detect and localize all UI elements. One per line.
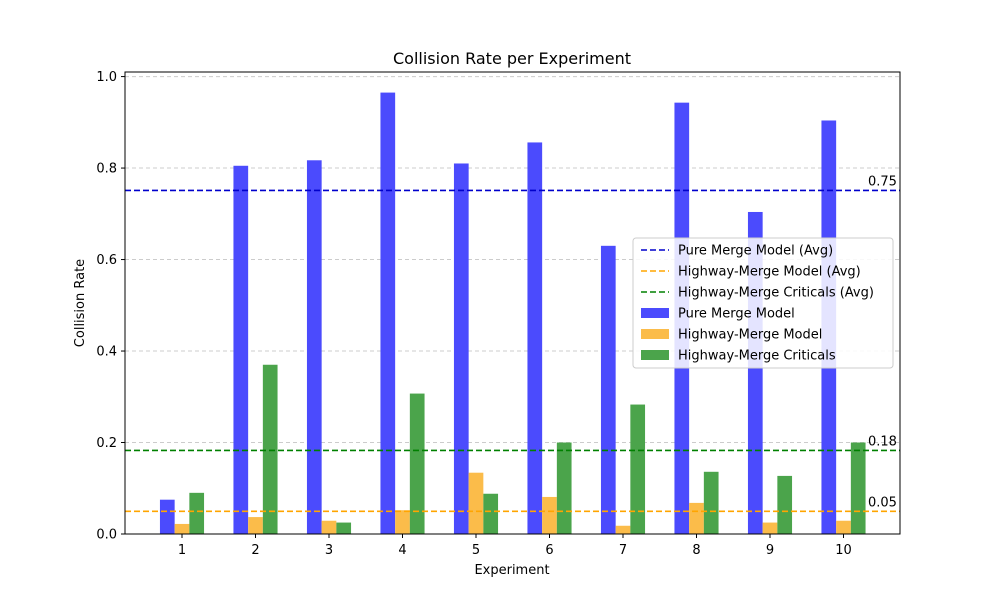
plot-frame <box>124 71 901 535</box>
legend-box <box>632 237 894 369</box>
bar <box>262 364 278 534</box>
legend-label: Highway-Merge Model <box>678 328 822 343</box>
x-tick-label: 10 <box>835 543 852 558</box>
bar <box>615 525 631 534</box>
bar <box>483 493 499 534</box>
bar <box>321 520 337 534</box>
x-tick-label: 9 <box>766 543 774 558</box>
bar <box>527 142 543 535</box>
bar <box>850 442 866 534</box>
x-tick-label: 2 <box>251 543 259 558</box>
x-axis: 1 2 3 4 5 6 7 8 9 10 <box>178 534 852 558</box>
bar <box>600 245 616 534</box>
legend-label: Pure Merge Model (Avg) <box>678 244 833 259</box>
x-tick-label: 7 <box>619 543 627 558</box>
legend-patch-swatch <box>641 350 669 360</box>
x-tick-label: 3 <box>325 543 333 558</box>
bar <box>159 499 175 534</box>
x-tick-label: 5 <box>472 543 480 558</box>
bar <box>777 475 793 534</box>
bar <box>395 510 410 534</box>
y-tick-label: 0.6 <box>96 253 117 268</box>
average-lines: 0.75 0.05 0.18 <box>125 174 900 513</box>
y-tick-label: 0.2 <box>96 436 117 451</box>
bar <box>336 522 352 534</box>
y-axis-title: Collision Rate <box>73 259 88 347</box>
bar <box>233 165 249 534</box>
bar <box>836 520 851 534</box>
legend-label: Pure Merge Model <box>678 307 795 322</box>
bar <box>380 92 396 534</box>
x-axis-title: Experiment <box>474 563 549 578</box>
legend-patch-swatch <box>641 308 669 318</box>
bar <box>306 160 322 534</box>
legend-patch-swatch <box>641 329 669 339</box>
x-tick-label: 8 <box>692 543 700 558</box>
bar <box>542 496 557 534</box>
legend-label: Highway-Merge Criticals <box>678 349 836 364</box>
bar <box>248 517 263 534</box>
chart-title: Collision Rate per Experiment <box>393 49 631 68</box>
bar <box>689 502 704 534</box>
y-axis: 0.0 0.2 0.4 0.6 0.8 1.0 <box>96 70 125 543</box>
legend-label: Highway-Merge Model (Avg) <box>678 265 861 280</box>
average-value-label: 0.05 <box>868 495 897 510</box>
bar <box>630 404 646 534</box>
y-tick-label: 1.0 <box>96 70 117 85</box>
bar <box>556 442 572 534</box>
bar <box>762 522 778 534</box>
legend-label: Highway-Merge Criticals (Avg) <box>678 286 874 301</box>
bar <box>189 492 205 534</box>
average-value-label: 0.18 <box>868 434 897 449</box>
y-tick-label: 0.8 <box>96 162 117 177</box>
x-tick-label: 1 <box>178 543 186 558</box>
x-tick-label: 4 <box>398 543 406 558</box>
bar <box>409 393 425 534</box>
x-tick-label: 6 <box>545 543 553 558</box>
y-tick-label: 0.0 <box>96 528 117 543</box>
bar <box>703 471 719 534</box>
y-tick-label: 0.4 <box>96 345 117 360</box>
bar <box>453 163 469 534</box>
bar <box>174 523 190 534</box>
legend: Pure Merge Model (Avg) Highway-Merge Mode… <box>632 237 894 369</box>
average-value-label: 0.75 <box>868 174 897 189</box>
bar <box>468 472 484 534</box>
bars <box>159 92 866 535</box>
